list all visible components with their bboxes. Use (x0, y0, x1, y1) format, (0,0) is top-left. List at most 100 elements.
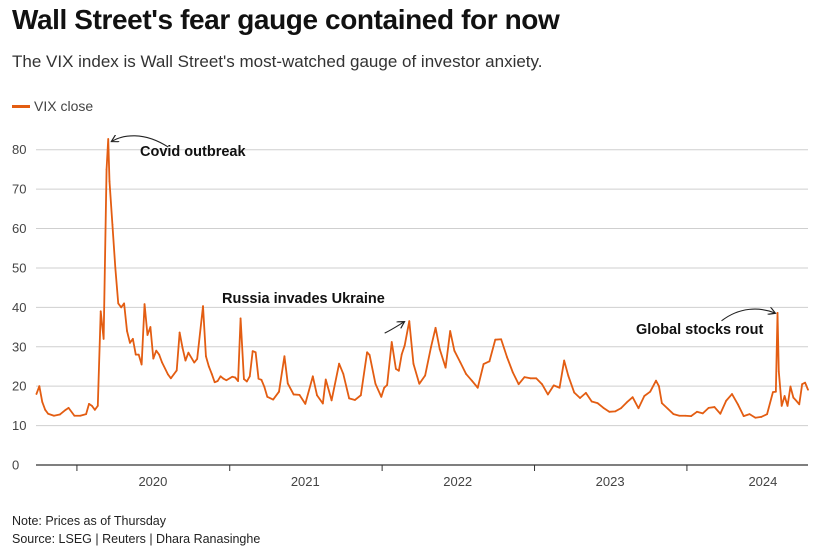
data-point-94 (390, 341, 393, 343)
data-point-71 (272, 398, 275, 401)
data-point-90 (374, 382, 377, 385)
data-point-89 (368, 354, 371, 356)
data-point-42 (175, 369, 178, 372)
data-point-76 (298, 393, 301, 396)
data-point-163 (766, 413, 768, 416)
data-point-161 (754, 416, 757, 419)
data-point-27 (129, 341, 131, 344)
data-point-107 (449, 330, 452, 332)
data-point-92 (383, 386, 386, 389)
data-point-147 (672, 413, 675, 416)
annotation-arrow-0 (112, 136, 169, 148)
data-point-20 (108, 180, 111, 183)
data-point-82 (330, 399, 333, 402)
data-point-48 (196, 358, 199, 360)
data-point-83 (338, 362, 341, 365)
data-point-142 (649, 390, 652, 393)
data-point-176 (804, 381, 806, 384)
data-point-154 (713, 406, 716, 408)
legend-label: VIX close (34, 98, 94, 114)
data-point-113 (482, 363, 485, 366)
data-point-123 (541, 383, 543, 386)
data-point-169 (783, 395, 786, 397)
data-point-78 (311, 375, 314, 378)
data-point-73 (283, 355, 286, 358)
data-point-167 (777, 370, 780, 373)
data-point-59 (234, 376, 237, 379)
data-point-26 (126, 330, 128, 332)
data-point-133 (596, 402, 599, 405)
grid-lines (36, 149, 808, 427)
data-point-97 (400, 353, 403, 356)
data-point-2 (41, 401, 44, 403)
data-point-31 (140, 363, 143, 366)
data-point-104 (434, 326, 437, 329)
page-subtitle: The VIX index is Wall Street's most-watc… (12, 52, 543, 71)
data-point-165 (774, 390, 777, 393)
data-point-159 (742, 415, 745, 418)
footer-note: Note: Prices as of Thursday (12, 514, 167, 528)
data-point-47 (193, 361, 196, 364)
x-tick-label-2020: 2020 (138, 474, 167, 489)
annotation-arrow-1 (384, 322, 404, 334)
y-tick-label-80: 80 (12, 142, 26, 157)
data-point-139 (631, 396, 634, 399)
data-point-131 (584, 391, 587, 394)
y-tick-label-70: 70 (12, 182, 26, 197)
data-point-49 (202, 305, 204, 308)
data-point-118 (511, 371, 514, 374)
x-tick-label-2022: 2022 (443, 474, 472, 489)
data-point-148 (678, 414, 681, 417)
data-point-86 (354, 399, 356, 401)
data-point-127 (563, 359, 566, 362)
data-point-149 (684, 414, 687, 417)
data-point-85 (348, 397, 351, 400)
data-point-7 (64, 408, 67, 411)
x-tick-label-2024: 2024 (748, 474, 777, 489)
data-point-36 (155, 349, 158, 352)
data-point-44 (181, 347, 184, 349)
data-point-173 (795, 399, 798, 402)
data-point-16 (99, 310, 102, 313)
data-point-55 (219, 375, 222, 378)
data-point-144 (658, 385, 660, 388)
legend-swatch (12, 104, 30, 108)
data-point-11 (85, 413, 87, 416)
data-point-115 (494, 338, 497, 341)
data-point-101 (418, 382, 421, 385)
data-point-135 (608, 410, 611, 413)
data-point-100 (412, 362, 415, 365)
data-point-50 (205, 355, 207, 358)
data-point-158 (736, 403, 739, 406)
data-point-70 (266, 395, 269, 398)
data-point-112 (476, 386, 479, 389)
data-point-151 (696, 410, 698, 413)
annotation-label-2: Global stocks rout (636, 322, 763, 338)
data-point-170 (786, 404, 789, 407)
data-point-125 (552, 384, 555, 387)
data-point-34 (149, 326, 152, 328)
data-point-74 (286, 382, 289, 385)
data-point-174 (798, 403, 801, 406)
data-point-124 (546, 393, 549, 396)
data-point-58 (231, 375, 234, 378)
data-point-65 (251, 350, 254, 352)
data-point-56 (222, 377, 225, 380)
series-layer (35, 138, 809, 419)
data-point-52 (210, 373, 213, 375)
data-point-51 (207, 365, 210, 368)
y-tick-label-20: 20 (12, 379, 26, 394)
data-point-18 (105, 168, 108, 171)
series-line-vix-close (35, 138, 809, 419)
data-point-105 (438, 348, 441, 351)
footer-source: Source: LSEG | Reuters | Dhara Ranasingh… (12, 532, 261, 546)
y-tick-label-60: 60 (12, 221, 26, 236)
data-point-153 (707, 406, 710, 409)
data-point-121 (529, 377, 532, 380)
data-point-37 (158, 353, 161, 356)
data-point-143 (655, 379, 657, 382)
data-point-91 (380, 395, 383, 398)
data-point-140 (637, 407, 640, 410)
data-point-33 (146, 334, 149, 336)
